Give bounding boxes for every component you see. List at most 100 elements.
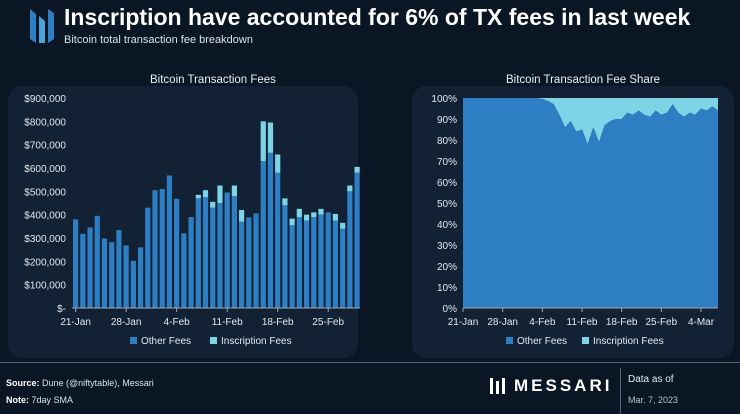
- bar-other-fees: [123, 245, 129, 308]
- x-tick-label: 21-Jan: [60, 317, 91, 328]
- source-line: Source: Dune (@niftytable), Messari: [6, 378, 154, 388]
- bar-other-fees: [116, 230, 122, 308]
- messari-mark-icon: [490, 378, 505, 394]
- y-tick-label: 90%: [437, 115, 457, 126]
- bar-other-fees: [152, 190, 158, 308]
- messari-brand: MESSARI: [490, 376, 612, 396]
- bar-other-fees: [101, 238, 108, 308]
- x-tick-label: 21-Jan: [448, 317, 479, 328]
- footer-divider: [0, 362, 740, 363]
- footer-vertical-divider: [620, 368, 621, 414]
- bar-other-fees: [347, 191, 353, 308]
- bar-other-fees: [217, 203, 223, 308]
- bar-inscription-fees: [231, 185, 237, 196]
- bar-inscription-fees: [289, 218, 295, 226]
- bar-inscription-fees: [347, 185, 353, 192]
- x-tick-label: 28-Jan: [111, 317, 142, 328]
- bar-other-fees: [260, 161, 266, 308]
- bar-inscription-fees: [202, 190, 209, 198]
- bar-inscription-fees: [296, 208, 302, 217]
- bar-inscription-fees: [332, 213, 339, 221]
- y-tick-label: 100%: [431, 94, 457, 105]
- legend-swatch-other-fees: [130, 337, 137, 344]
- y-tick-label: 70%: [437, 157, 457, 168]
- x-tick-label: 4-Feb: [164, 317, 191, 328]
- bar-other-fees: [181, 233, 187, 308]
- legend-swatch-other-fees: [506, 337, 513, 344]
- y-tick-label: 30%: [437, 241, 457, 252]
- bar-inscription-fees: [260, 121, 266, 161]
- y-tick-label: $500,000: [24, 187, 66, 198]
- bar-other-fees: [195, 198, 201, 308]
- legend-label-inscription-fees: Inscription Fees: [593, 336, 664, 347]
- bar-other-fees: [354, 172, 360, 308]
- note-line: Note: 7day SMA: [6, 395, 73, 405]
- x-tick-label: 11-Feb: [212, 317, 243, 328]
- x-tick-label: 28-Jan: [487, 317, 518, 328]
- y-tick-label: $600,000: [24, 164, 66, 175]
- y-tick-label: 60%: [437, 178, 457, 189]
- bar-other-fees: [94, 215, 100, 308]
- bar-other-fees: [80, 233, 86, 308]
- y-tick-label: 80%: [437, 136, 457, 147]
- bar-other-fees: [87, 227, 93, 308]
- y-tick-label: $800,000: [24, 117, 66, 128]
- bar-inscription-fees: [318, 208, 324, 215]
- y-tick-label: 10%: [437, 283, 457, 294]
- bar-other-fees: [130, 260, 136, 308]
- y-tick-label: 50%: [437, 199, 457, 210]
- bar-inscription-fees: [239, 210, 245, 222]
- x-tick-label: 18-Feb: [262, 317, 294, 328]
- source-label: Source:: [6, 378, 40, 388]
- y-tick-label: 40%: [437, 220, 457, 231]
- y-tick-label: $400,000: [24, 211, 66, 222]
- y-tick-label: $300,000: [24, 234, 66, 245]
- y-tick-label: $700,000: [24, 141, 66, 152]
- x-tick-label: 25-Feb: [645, 317, 677, 328]
- bar-other-fees: [275, 172, 281, 308]
- bar-other-fees: [224, 192, 230, 308]
- y-tick-label: $200,000: [24, 257, 66, 268]
- y-tick-label: 0%: [443, 304, 458, 315]
- bar-other-fees: [174, 198, 180, 308]
- bar-other-fees: [145, 207, 151, 308]
- bar-other-fees: [166, 175, 173, 308]
- bar-other-fees: [137, 247, 144, 308]
- x-tick-label: 4-Mar: [688, 317, 715, 328]
- y-tick-label: $100,000: [24, 281, 66, 292]
- bar-inscription-fees: [217, 185, 223, 203]
- bar-other-fees: [73, 219, 79, 308]
- fees-chart-title: Bitcoin Transaction Fees: [150, 74, 276, 86]
- area-other-fees: [463, 98, 718, 308]
- bar-inscription-fees: [340, 222, 346, 229]
- bar-other-fees: [325, 212, 331, 308]
- bar-inscription-fees: [195, 194, 201, 199]
- legend-label-other-fees: Other Fees: [517, 336, 567, 347]
- bar-other-fees: [289, 225, 295, 308]
- y-tick-label: $-: [57, 304, 66, 315]
- y-tick-label: $900,000: [24, 94, 66, 105]
- legend-label-inscription-fees: Inscription Fees: [221, 336, 292, 347]
- share-area-chart: 0% 10% 20% 30% 40% 50% 60% 70% 80% 90% 100% 21-Jan 2…: [412, 86, 734, 358]
- x-tick-label: 11-Feb: [567, 317, 598, 328]
- messari-logo-icon: [30, 9, 54, 43]
- bar-other-fees: [231, 196, 237, 308]
- x-tick-label: 4-Feb: [529, 317, 556, 328]
- bar-other-fees: [311, 217, 317, 308]
- note-label: Note:: [6, 395, 29, 405]
- bar-other-fees: [267, 152, 274, 308]
- fees-bar-chart: $- $100,000 $200,000 $300,000 $400,000 $500,0…: [8, 86, 360, 358]
- x-tick-label: 25-Feb: [312, 317, 344, 328]
- bar-inscription-fees: [303, 214, 310, 221]
- bar-other-fees: [253, 213, 259, 308]
- source-text: Dune (@niftytable), Messari: [42, 378, 154, 388]
- bar-other-fees: [282, 205, 288, 308]
- bar-other-fees: [159, 189, 165, 308]
- page-subtitle: Bitcoin total transaction fee breakdown: [64, 34, 253, 46]
- bar-other-fees: [210, 207, 216, 308]
- bar-other-fees: [296, 217, 302, 308]
- share-chart-title: Bitcoin Transaction Fee Share: [506, 74, 661, 86]
- data-as-of-label: Data as of: [628, 374, 674, 385]
- bar-inscription-fees: [311, 212, 317, 217]
- bar-inscription-fees: [275, 154, 281, 173]
